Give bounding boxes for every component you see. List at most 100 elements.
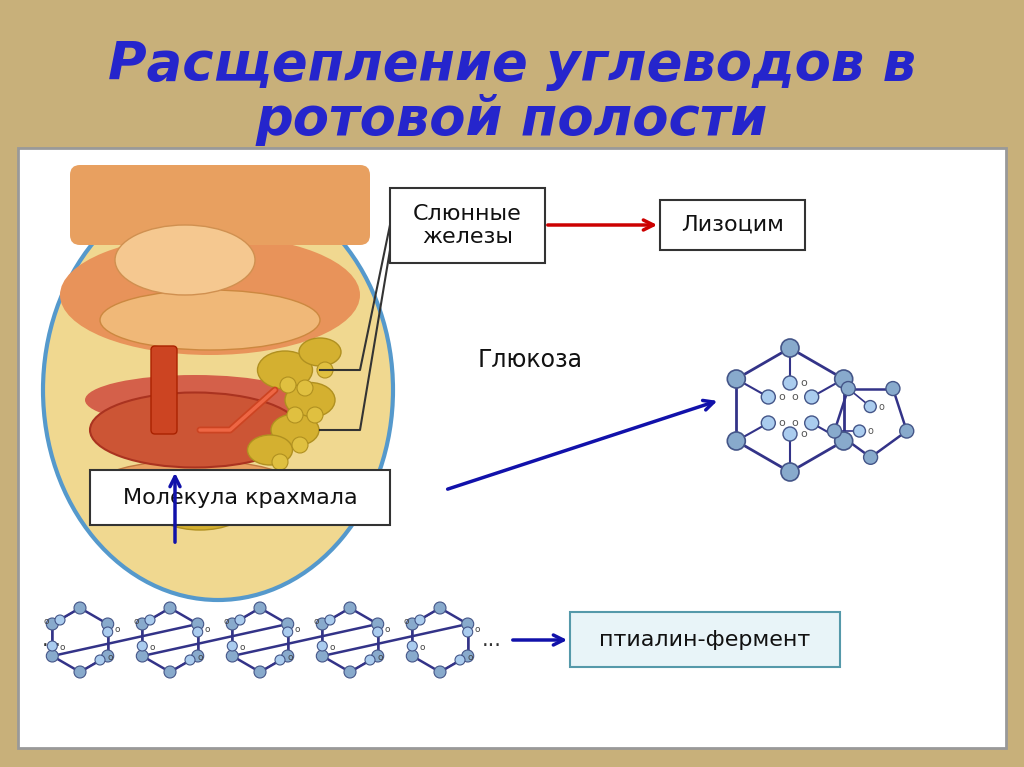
Circle shape (434, 666, 446, 678)
Circle shape (292, 437, 308, 453)
Circle shape (415, 615, 425, 625)
Text: o: o (800, 378, 807, 388)
Circle shape (853, 425, 865, 437)
Ellipse shape (115, 225, 255, 295)
Circle shape (317, 641, 328, 651)
Text: ...: ... (482, 630, 502, 650)
Text: o: o (475, 626, 480, 634)
Circle shape (407, 618, 418, 630)
Circle shape (781, 463, 799, 481)
Circle shape (805, 416, 819, 430)
Ellipse shape (271, 414, 319, 446)
Circle shape (193, 627, 203, 637)
Ellipse shape (43, 180, 393, 600)
Circle shape (900, 424, 913, 438)
Circle shape (783, 427, 797, 441)
Circle shape (191, 650, 204, 662)
Text: ротовой полости: ротовой полости (256, 94, 768, 146)
Circle shape (372, 618, 384, 630)
Bar (570, 612, 840, 667)
Text: o: o (330, 644, 335, 653)
Text: птиалин-фермент: птиалин-фермент (599, 630, 811, 650)
Circle shape (307, 407, 323, 423)
Circle shape (886, 381, 900, 396)
Ellipse shape (90, 393, 300, 468)
Text: o: o (295, 626, 300, 634)
Text: o: o (377, 653, 383, 663)
Circle shape (316, 650, 329, 662)
Ellipse shape (90, 460, 300, 520)
Circle shape (407, 650, 418, 662)
Text: Глюкоза: Глюкоза (477, 348, 583, 372)
Ellipse shape (248, 435, 293, 465)
Text: o: o (792, 418, 799, 428)
Circle shape (287, 407, 303, 423)
Circle shape (193, 505, 207, 519)
Circle shape (101, 618, 114, 630)
Circle shape (727, 370, 745, 388)
Circle shape (344, 602, 356, 614)
Circle shape (805, 390, 819, 404)
Circle shape (47, 641, 57, 651)
Text: Лизоцим: Лизоцим (681, 215, 784, 235)
Text: o: o (150, 644, 155, 653)
Circle shape (95, 655, 105, 665)
Circle shape (226, 650, 239, 662)
Circle shape (316, 618, 329, 630)
Text: o: o (778, 392, 785, 402)
Ellipse shape (257, 351, 312, 389)
Circle shape (254, 666, 266, 678)
Ellipse shape (299, 338, 341, 366)
Text: o: o (240, 644, 245, 653)
Text: o: o (287, 653, 293, 663)
Ellipse shape (85, 375, 305, 425)
Text: o: o (867, 426, 873, 436)
Circle shape (178, 501, 193, 515)
Text: Слюнные
железы: Слюнные железы (413, 204, 522, 247)
Ellipse shape (155, 490, 245, 530)
Text: o: o (879, 402, 884, 412)
Text: o: o (467, 653, 472, 663)
Circle shape (835, 370, 853, 388)
Circle shape (164, 602, 176, 614)
Text: o: o (59, 644, 65, 653)
Circle shape (863, 450, 878, 464)
Circle shape (46, 650, 58, 662)
Circle shape (783, 376, 797, 390)
Circle shape (408, 641, 418, 651)
Circle shape (325, 615, 335, 625)
Text: o: o (419, 644, 425, 653)
Text: o: o (778, 418, 785, 428)
Text: o: o (44, 617, 49, 627)
Circle shape (145, 615, 155, 625)
Text: o: o (800, 429, 807, 439)
Circle shape (254, 602, 266, 614)
Circle shape (74, 602, 86, 614)
FancyBboxPatch shape (151, 346, 177, 434)
Circle shape (463, 627, 473, 637)
Text: o: o (224, 617, 229, 627)
Text: ...: ... (42, 630, 61, 650)
Ellipse shape (285, 383, 335, 417)
Bar (660, 200, 805, 250)
Circle shape (462, 618, 474, 630)
Circle shape (275, 655, 285, 665)
Text: o: o (106, 653, 113, 663)
Circle shape (46, 618, 58, 630)
Circle shape (344, 666, 356, 678)
Circle shape (137, 641, 147, 651)
Circle shape (727, 432, 745, 450)
Text: o: o (134, 617, 139, 627)
Circle shape (164, 666, 176, 678)
Text: o: o (115, 626, 120, 634)
Circle shape (761, 390, 775, 404)
Ellipse shape (100, 290, 319, 350)
Circle shape (208, 499, 222, 513)
Circle shape (185, 655, 195, 665)
Circle shape (282, 618, 294, 630)
FancyBboxPatch shape (70, 165, 370, 245)
Circle shape (455, 655, 465, 665)
Bar (18, 148, 1006, 748)
Circle shape (317, 362, 333, 378)
Text: o: o (404, 617, 410, 627)
